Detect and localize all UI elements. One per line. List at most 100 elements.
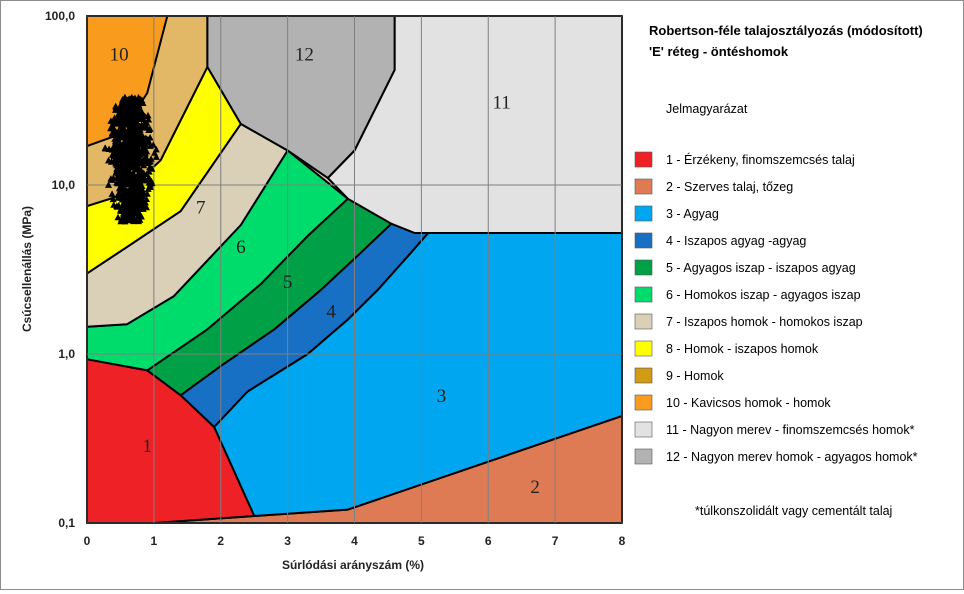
data-point — [112, 140, 120, 148]
legend-swatch — [634, 394, 653, 411]
data-point — [145, 116, 153, 123]
data-point — [105, 181, 112, 188]
data-point — [113, 135, 121, 142]
chart-title-line-2: 'E' réteg - öntéshomok — [649, 44, 789, 59]
data-point — [135, 134, 143, 142]
x-tick-label: 1 — [151, 534, 158, 548]
data-point — [117, 108, 125, 115]
data-point — [112, 144, 120, 151]
data-points-layer — [101, 93, 160, 225]
data-point — [123, 130, 131, 138]
data-point — [121, 152, 129, 160]
data-point — [123, 120, 131, 128]
legend-swatch — [634, 340, 653, 357]
x-tick-label: 0 — [84, 534, 91, 548]
x-tick-label: 4 — [351, 534, 358, 548]
data-point — [127, 141, 135, 148]
data-point — [119, 186, 127, 193]
data-point — [146, 157, 154, 165]
data-point — [139, 99, 147, 106]
data-point — [142, 154, 150, 161]
x-tick-label: 7 — [552, 534, 559, 548]
data-point — [124, 193, 132, 200]
zone-label-5: 5 — [283, 272, 293, 293]
data-point — [132, 189, 140, 196]
data-point — [123, 211, 131, 218]
data-point — [141, 134, 149, 142]
zone-label-11: 11 — [492, 93, 510, 114]
legend-swatch — [634, 259, 653, 276]
chart-title-line-1: Robertson-féle talajosztályozás (módosít… — [649, 23, 923, 38]
data-point — [128, 93, 136, 101]
data-point — [120, 139, 128, 147]
data-point — [114, 114, 122, 122]
data-point — [112, 147, 120, 154]
data-point — [136, 151, 144, 158]
x-tick-label: 5 — [418, 534, 425, 548]
data-point — [119, 159, 127, 166]
zones-layer — [86, 15, 623, 524]
data-point — [117, 217, 125, 225]
data-point — [114, 213, 122, 221]
data-point — [119, 126, 127, 134]
data-point — [152, 153, 160, 160]
data-point — [139, 146, 147, 153]
data-point — [109, 124, 117, 132]
data-point — [112, 103, 120, 111]
y-tick-label: 100,0 — [45, 9, 75, 23]
legend-swatch — [634, 421, 653, 438]
data-point — [132, 166, 140, 173]
data-point — [129, 156, 137, 164]
data-point — [130, 150, 138, 157]
data-point — [123, 179, 130, 186]
data-point — [140, 161, 148, 169]
data-point — [145, 126, 153, 133]
legend-entry-label: 2 - Szerves talaj, tőzeg — [666, 180, 793, 194]
zone-label-3: 3 — [437, 386, 447, 407]
legend: 1 - Érzékeny, finomszemcsés talaj 2 - Sze… — [634, 151, 918, 465]
data-point — [132, 181, 140, 188]
data-point — [146, 183, 154, 190]
footnote: *túlkonszolidált vagy cementált talaj — [695, 504, 892, 518]
legend-entry-label: 4 - Iszapos agyag -agyag — [666, 234, 806, 248]
data-point — [114, 194, 122, 201]
legend-entry-label: 3 - Agyag — [666, 207, 719, 221]
data-point — [134, 96, 142, 103]
y-axis-title: Csúcsellenállás (MPa) — [20, 206, 34, 332]
data-point — [144, 111, 152, 119]
legend-entry-label: 5 - Agyagos iszap - iszapos agyag — [666, 261, 856, 275]
data-point — [128, 112, 136, 119]
data-point — [134, 145, 142, 152]
legend-swatch — [634, 313, 653, 330]
data-point — [127, 117, 135, 125]
data-point — [123, 156, 131, 163]
data-point — [134, 205, 142, 212]
data-point — [114, 169, 122, 177]
legend-entry-label: 7 - Iszapos homok - homokos iszap — [666, 315, 863, 329]
x-tick-label: 8 — [619, 534, 626, 548]
zone-1-area — [86, 358, 256, 524]
data-point — [127, 161, 135, 168]
data-point — [146, 142, 154, 149]
data-point — [117, 104, 125, 111]
y-tick-label: 1,0 — [58, 347, 75, 361]
data-point — [125, 150, 133, 158]
data-point — [130, 208, 138, 215]
x-tick-label: 2 — [217, 534, 224, 548]
data-point — [108, 129, 116, 137]
zone-label-4: 4 — [326, 301, 336, 322]
x-axis-title: Súrlódási arányszám (%) — [282, 558, 424, 572]
legend-swatch — [634, 448, 653, 465]
x-tick-label: 6 — [485, 534, 492, 548]
data-point — [123, 147, 131, 154]
data-point — [143, 147, 151, 155]
data-point — [143, 190, 151, 197]
legend-swatch — [634, 178, 653, 195]
data-point — [101, 144, 109, 151]
data-point — [119, 123, 127, 131]
plot-border — [86, 15, 623, 524]
data-point — [107, 117, 115, 124]
y-tick-label: 10,0 — [52, 178, 76, 192]
